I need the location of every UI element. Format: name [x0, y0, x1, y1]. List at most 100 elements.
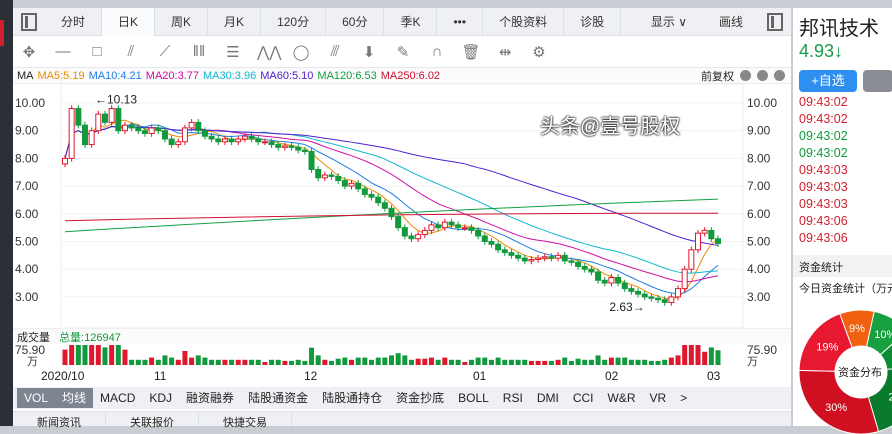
tab-5[interactable]: 60分: [326, 7, 385, 36]
arrow-down-icon[interactable]: ⬇: [362, 43, 376, 61]
tab-0[interactable]: 分时: [45, 7, 103, 36]
volume-bar: [129, 359, 135, 365]
volume-bar: [69, 345, 75, 365]
ma5-line: [64, 119, 719, 300]
fan-icon[interactable]: ⫽: [127, 43, 135, 60]
indicator-tab-11[interactable]: CCI: [572, 391, 594, 405]
candle-body: [361, 188, 368, 195]
circle-icon[interactable]: ◯: [292, 43, 310, 61]
secondary-button[interactable]: [863, 70, 892, 92]
candle-body: [62, 157, 68, 165]
volume-bar: [395, 353, 401, 365]
ma-value-4: MA60:5.10: [260, 69, 314, 82]
indicator-tab-4[interactable]: 融资融券: [186, 391, 235, 405]
candle-body: [628, 288, 635, 292]
segment-icon[interactable]: ⟋: [159, 43, 171, 60]
move-icon[interactable]: ✥: [22, 43, 36, 61]
candle-body: [468, 227, 475, 231]
indicator-tab-2[interactable]: MACD: [100, 391, 136, 405]
volume-bar: [535, 360, 541, 365]
bottom-tab-0[interactable]: 新闻资讯: [13, 412, 106, 429]
indicator-tab-3[interactable]: KDJ: [149, 391, 173, 405]
indicator-tab-13[interactable]: VR: [649, 391, 667, 405]
tick-time: 09:43:06: [799, 214, 848, 228]
volume-bar: [528, 360, 534, 365]
volume-bar: [222, 359, 228, 365]
candle-body: [441, 221, 448, 229]
tab-2[interactable]: 周K: [155, 7, 209, 36]
panel-toggle-right-icon[interactable]: [767, 12, 783, 31]
volume-bar: [369, 359, 375, 365]
candle-body: [661, 299, 668, 303]
volume-bar: [142, 359, 148, 365]
tab-9[interactable]: 诊股: [564, 7, 622, 36]
candle-body: [548, 256, 555, 259]
volume-bar: [615, 357, 621, 365]
candle-body: [288, 145, 295, 148]
panel-toggle-icon[interactable]: [21, 12, 37, 31]
minus-icon[interactable]: [757, 70, 768, 81]
split-icon[interactable]: ⇹: [498, 43, 512, 61]
indicator-tab-1[interactable]: 均线: [55, 388, 94, 408]
tick-time: 09:43:06: [799, 231, 848, 245]
indicator-tab-0[interactable]: VOL: [17, 388, 56, 408]
volume-bar: [135, 359, 141, 365]
line-icon[interactable]: —: [55, 43, 71, 60]
indicator-tab-6[interactable]: 陆股通持仓: [322, 391, 383, 405]
add-icon[interactable]: [740, 70, 751, 81]
indicator-tab-7[interactable]: 资金抄底: [396, 391, 445, 405]
bottom-tab-1[interactable]: 关联报价: [106, 412, 199, 429]
y-tick-right: 7.00: [747, 179, 771, 193]
trash-icon[interactable]: 🗑: [461, 43, 481, 61]
ma-value-0: MA5:5.19: [37, 69, 85, 82]
volume-bar: [648, 360, 654, 365]
fib-icon[interactable]: ☰: [226, 43, 240, 61]
parallel-icon[interactable]: ‖‖: [192, 43, 206, 60]
ma-label[interactable]: MA: [17, 69, 34, 82]
tab-1[interactable]: 日K: [102, 7, 156, 36]
rect-icon[interactable]: □: [92, 43, 102, 60]
candle-body: [408, 235, 415, 240]
volume-bar: [115, 345, 121, 365]
candle-body: [328, 174, 335, 177]
volume-bar: [448, 359, 454, 365]
tab-4[interactable]: 120分: [261, 7, 327, 36]
add-watchlist-button[interactable]: +自选: [799, 70, 857, 92]
display-menu[interactable]: 显示 ∨: [650, 14, 687, 29]
candle-body: [415, 234, 422, 240]
settings-icon[interactable]: [774, 70, 785, 81]
bottom-tab-2[interactable]: 快捷交易: [199, 412, 292, 429]
tick-time: 09:43:03: [799, 180, 848, 194]
volume-bar: [229, 359, 235, 365]
tab-6[interactable]: 季K: [384, 7, 438, 36]
candle-body: [508, 252, 515, 256]
volume-bar: [422, 358, 428, 365]
tab-7[interactable]: •••: [437, 7, 484, 36]
pencil-icon[interactable]: ✎: [396, 43, 410, 61]
candlestick-chart[interactable]: 10.00 10.00 9.00 9.00 8.00 8.00 7.00 7.00 6.00 6.…: [13, 8, 791, 388]
volume-bar: [408, 359, 414, 365]
indicator-tab-5[interactable]: 陆股通资金: [248, 391, 309, 405]
magnet-icon[interactable]: ∩: [431, 43, 443, 60]
volume-bar: [329, 360, 335, 365]
volume-bar: [382, 357, 388, 365]
indicator-tab-10[interactable]: DMI: [536, 391, 559, 405]
volume-bar: [708, 347, 714, 365]
tab-8[interactable]: 个股资料: [483, 7, 565, 36]
candle-body: [201, 130, 208, 137]
indicator-tab-14[interactable]: >: [680, 391, 688, 405]
candle-body: [241, 135, 248, 140]
volume-bar: [269, 359, 275, 365]
indicator-tab-12[interactable]: W&R: [607, 391, 636, 405]
volume-bar: [715, 350, 721, 365]
candle-body: [388, 207, 395, 218]
draw-button[interactable]: 画线: [718, 14, 743, 29]
indicator-tab-9[interactable]: RSI: [502, 391, 523, 405]
wave-icon[interactable]: ⋀⋀: [257, 43, 282, 61]
tab-3[interactable]: 月K: [208, 7, 262, 36]
indicator-tab-8[interactable]: BOLL: [458, 391, 489, 405]
pitchfork-icon[interactable]: ⫻: [330, 43, 340, 60]
volume-bar: [349, 359, 355, 365]
adjust-select[interactable]: 前复权: [701, 70, 734, 83]
gear-icon[interactable]: ⚙: [532, 43, 546, 61]
